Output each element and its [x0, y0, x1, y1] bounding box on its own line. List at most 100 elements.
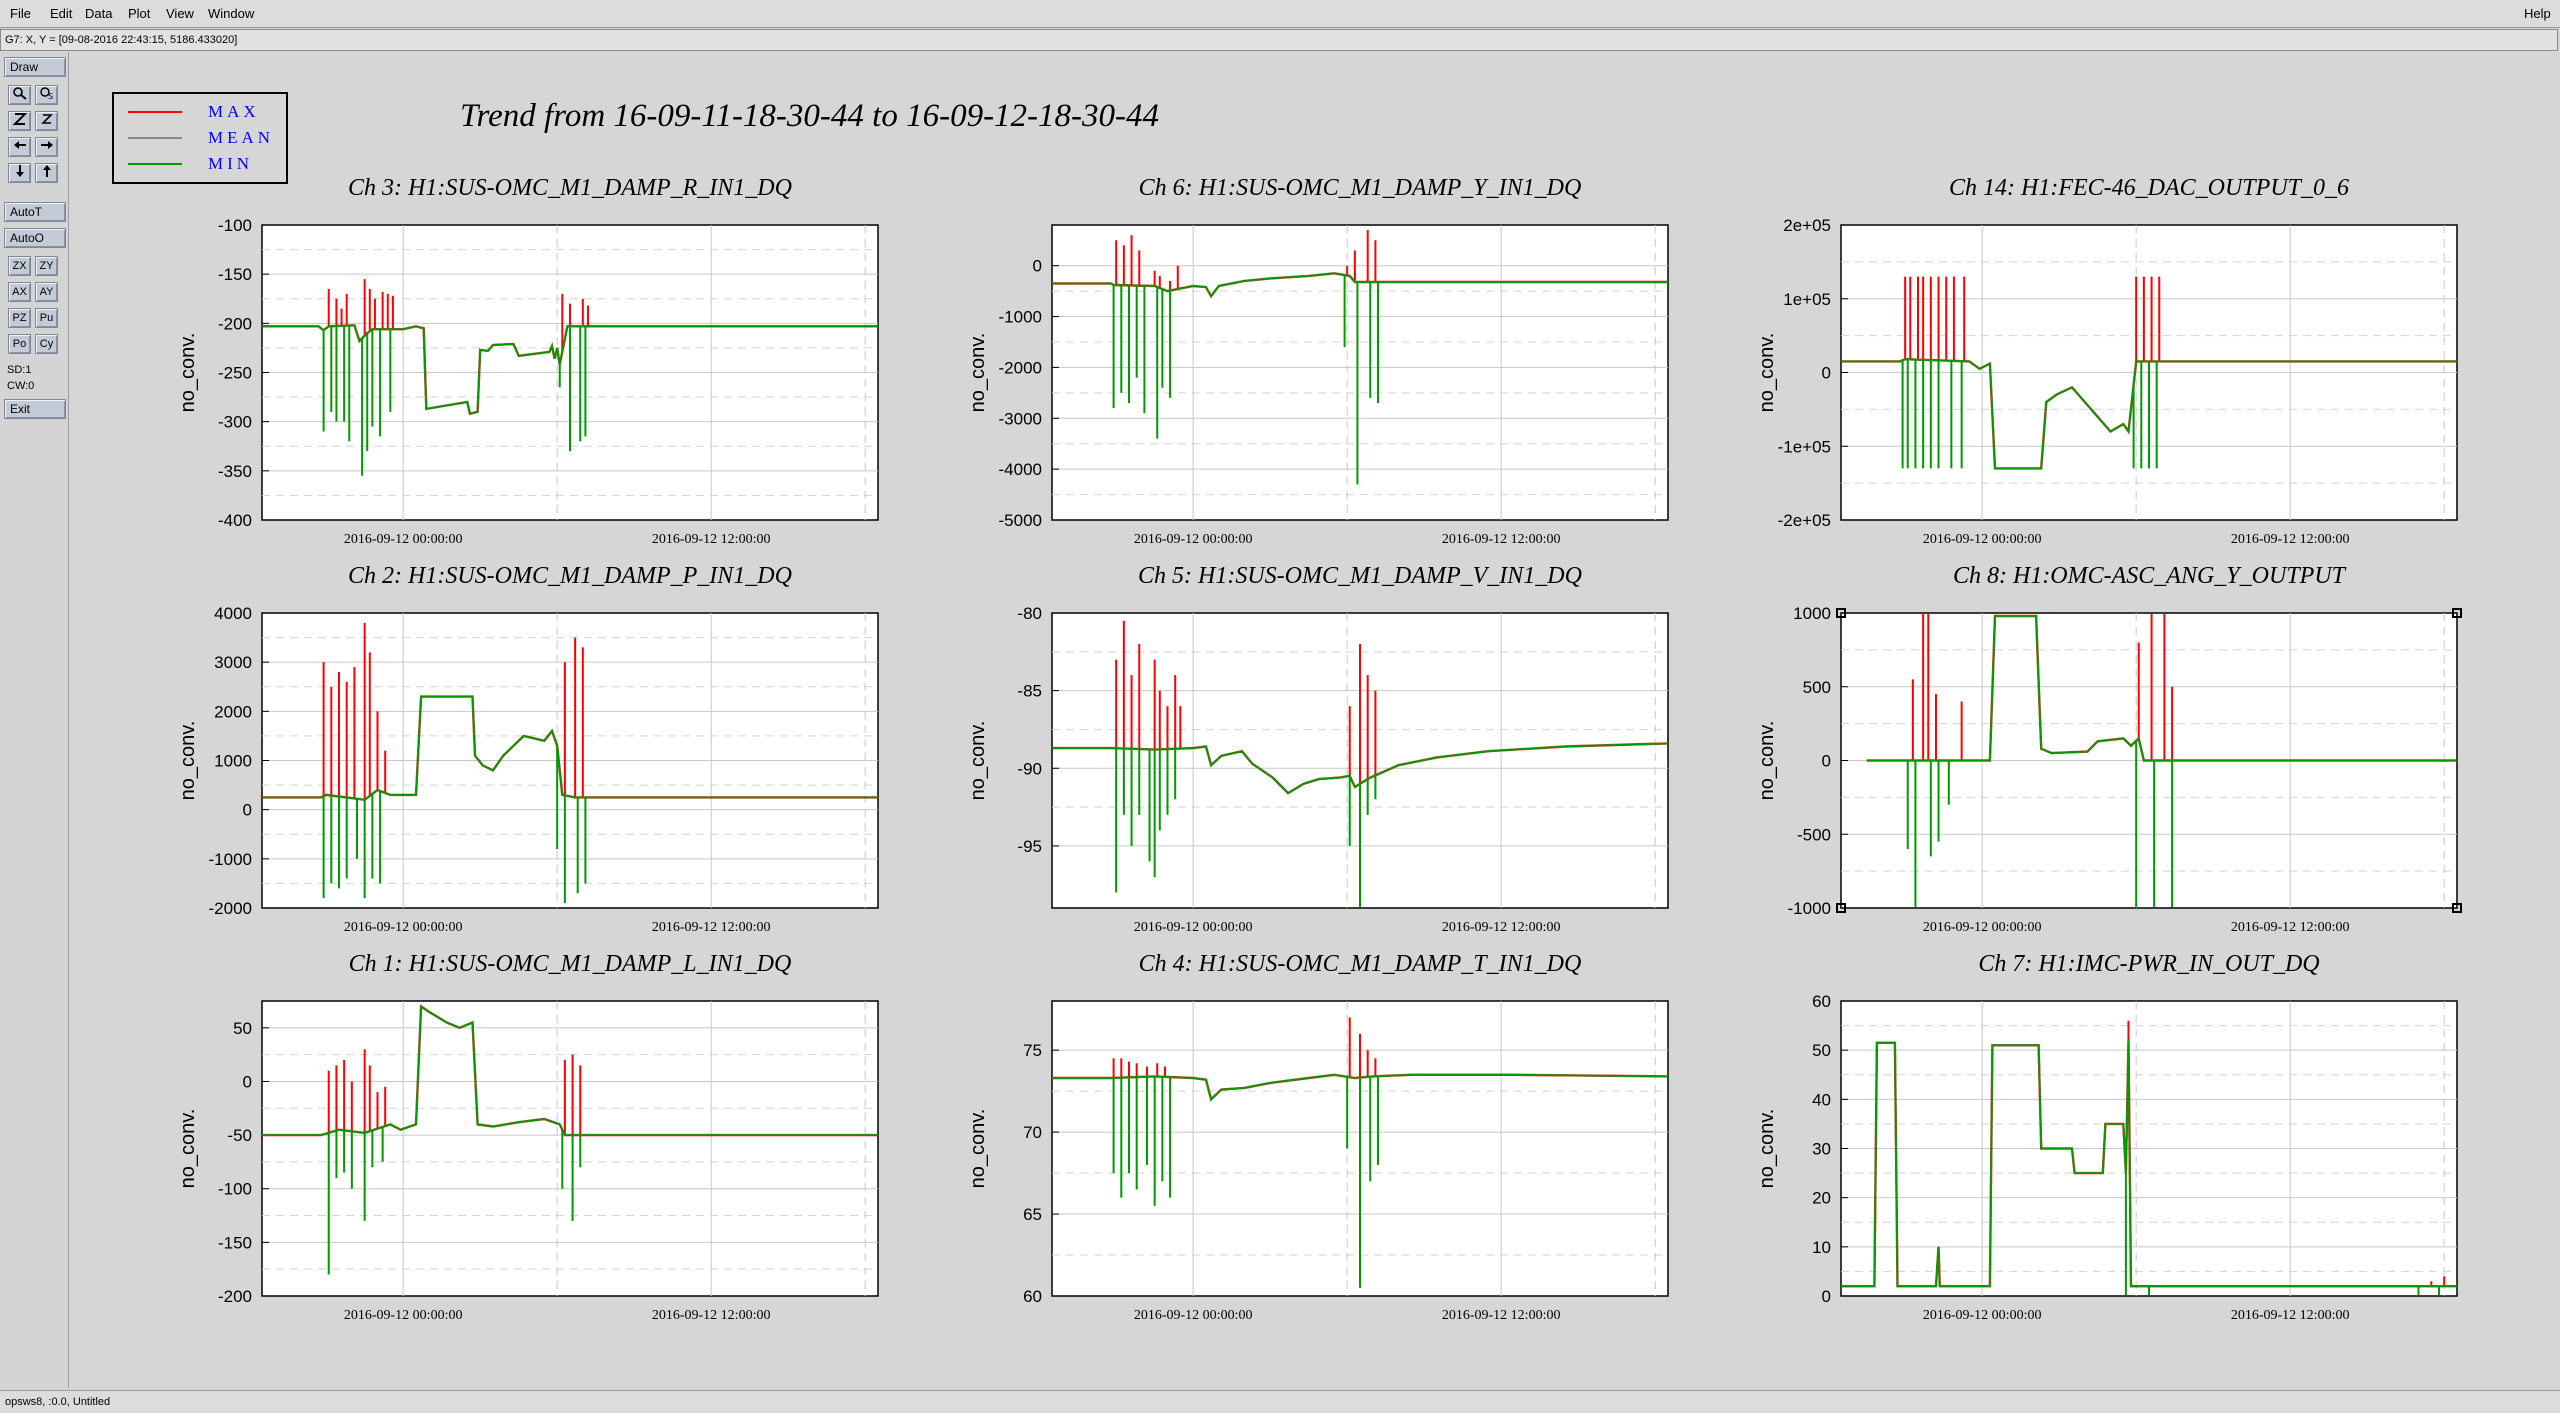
y-tick-label: -150	[218, 265, 252, 284]
menu-view[interactable]: View	[166, 6, 194, 21]
y-tick-label: 0	[1033, 257, 1042, 276]
po-button[interactable]: Po	[8, 334, 31, 354]
legend-entry-max: MAX	[114, 100, 290, 124]
y-axis-label: no_conv.	[177, 721, 199, 801]
x-tick-label: 2016-09-12 12:00:00	[1442, 532, 1561, 547]
y-tick-label: -350	[218, 462, 252, 481]
y-tick-label: -200	[218, 314, 252, 333]
y-tick-label: 1e+05	[1783, 290, 1831, 309]
y-tick-label: 60	[1023, 1287, 1042, 1306]
y-tick-label: -100	[218, 216, 252, 235]
y-tick-label: 70	[1023, 1123, 1042, 1142]
trend-plot-4[interactable]: 4000 3000 2000 1000 0 -1000 -2000 2016-09-12 00…	[177, 563, 879, 935]
min-trace	[1866, 615, 2457, 762]
x-tick-label: 2016-09-12 00:00:00	[1134, 1308, 1253, 1323]
legend-label-min: MIN	[208, 154, 254, 173]
menu-help[interactable]: Help	[2524, 6, 2551, 21]
y-tick-label: -100	[218, 1180, 252, 1199]
coordinate-readout: G7: X, Y = [09-08-2016 22:43:15, 5186.43…	[0, 29, 2558, 51]
trend-plot-7[interactable]: 50 0 -50 -100 -150 -200 2016-09-12 00:00:00 201…	[177, 951, 879, 1323]
x-tick-label: 2016-09-12 12:00:00	[652, 920, 771, 935]
plot-title: Ch 3: H1:SUS-OMC_M1_DAMP_R_IN1_DQ	[348, 175, 792, 201]
y-axis-label: no_conv.	[1756, 721, 1778, 801]
pu-button[interactable]: Pu	[35, 308, 58, 328]
y-axis-label: no_conv.	[967, 1109, 989, 1189]
y-tick-label: 2000	[214, 702, 252, 721]
x-tick-label: 2016-09-12 12:00:00	[2231, 1308, 2350, 1323]
y-tick-label: -5000	[999, 511, 1042, 530]
zoom-icon[interactable]	[8, 85, 31, 105]
draw-button[interactable]: Draw	[4, 57, 66, 77]
zoom-z-small-icon[interactable]	[35, 111, 58, 131]
y-tick-label: 30	[1812, 1140, 1831, 1159]
y-tick-label: 50	[233, 1019, 252, 1038]
selection-handle	[2452, 903, 2462, 913]
y-tick-label: -1000	[1788, 899, 1831, 918]
y-tick-label: 4000	[214, 604, 252, 623]
y-tick-label: 0	[1822, 1287, 1831, 1306]
y-tick-label: -1000	[999, 308, 1042, 327]
zx-button[interactable]: ZX	[8, 256, 31, 276]
arrow-up-icon[interactable]	[35, 163, 58, 183]
trend-plot-3[interactable]: 2e+05 1e+05 0 -1e+05 -2e+05 2016-09-12 00:00:…	[1756, 175, 2458, 547]
min-trace	[262, 695, 878, 801]
menu-bar: File Edit Data Plot View Window Help	[0, 0, 2560, 28]
menu-data[interactable]: Data	[85, 6, 113, 21]
min-trace	[1841, 1040, 2457, 1288]
arrow-down-icon[interactable]	[8, 163, 31, 183]
x-tick-label: 2016-09-12 12:00:00	[2231, 920, 2350, 935]
y-tick-label: 1000	[1793, 604, 1831, 623]
tool-panel: Draw S AutoT AutoO ZX ZY AX AY PZ Pu Po …	[0, 52, 69, 1388]
trend-plot-1[interactable]: -100 -150 -200 -250 -300 -350 -400 2016-09-12 0…	[177, 175, 879, 547]
selection-handle	[1836, 903, 1846, 913]
arrow-left-icon[interactable]	[8, 137, 31, 157]
menu-plot[interactable]: Plot	[128, 6, 151, 21]
y-tick-label: 60	[1812, 992, 1831, 1011]
y-tick-label: -500	[1797, 825, 1831, 844]
legend-label-max: MAX	[208, 102, 260, 121]
autoscale-icon[interactable]: S	[35, 85, 58, 105]
trend-plot-9[interactable]: 60 50 40 30 20 10 0 2016-09-12 00:00:00 2016-09-…	[1756, 951, 2458, 1323]
x-tick-label: 2016-09-12 00:00:00	[1923, 532, 2042, 547]
plot-title: Ch 4: H1:SUS-OMC_M1_DAMP_T_IN1_DQ	[1139, 951, 1582, 977]
y-tick-label: 20	[1812, 1189, 1831, 1208]
y-tick-label: -2000	[209, 899, 252, 918]
trend-plot-8[interactable]: 75 70 65 60 2016-09-12 00:00:00 2016-09-12 12…	[967, 951, 1669, 1323]
plot-title: Ch 1: H1:SUS-OMC_M1_DAMP_L_IN1_DQ	[349, 951, 792, 977]
pz-button[interactable]: PZ	[8, 308, 31, 328]
plot-frame	[261, 1000, 879, 1297]
y-axis-label: no_conv.	[177, 1109, 199, 1189]
exit-button[interactable]: Exit	[4, 399, 66, 419]
trend-plot-6[interactable]: 1000 500 0 -500 -1000 2016-09-12 00:00:00 2016…	[1756, 563, 2458, 935]
menu-edit[interactable]: Edit	[50, 6, 73, 21]
y-tick-label: 65	[1023, 1205, 1042, 1224]
y-tick-label: 40	[1812, 1090, 1831, 1109]
arrow-right-icon[interactable]	[35, 137, 58, 157]
min-trace	[1052, 742, 1669, 795]
trend-plot-5[interactable]: -80 -85 -90 -95 2016-09-12 00:00:00 2016-09-1…	[967, 563, 1669, 935]
y-tick-label: -3000	[999, 409, 1042, 428]
zoom-z-icon[interactable]	[8, 111, 31, 131]
plot-title: Ch 7: H1:IMC-PWR_IN_OUT_DQ	[1978, 951, 2319, 977]
cy-button[interactable]: Cy	[35, 334, 58, 354]
min-trace	[1052, 272, 1668, 298]
legend-swatch-mean	[128, 137, 182, 139]
x-tick-label: 2016-09-12 12:00:00	[1442, 1308, 1561, 1323]
min-trace	[262, 1004, 878, 1136]
zy-button[interactable]: ZY	[35, 256, 58, 276]
ax-button[interactable]: AX	[8, 282, 31, 302]
legend-swatch-min	[128, 163, 182, 165]
menu-file[interactable]: File	[10, 6, 31, 21]
y-axis-label: no_conv.	[1756, 1109, 1778, 1189]
x-tick-label: 2016-09-12 00:00:00	[344, 1308, 463, 1323]
auto-o-button[interactable]: AutoO	[4, 228, 66, 248]
y-tick-label: 10	[1812, 1238, 1831, 1257]
trend-plot-2[interactable]: 0 -1000 -2000 -3000 -4000 -5000 2016-09-12 00:…	[967, 175, 1669, 547]
ay-button[interactable]: AY	[35, 282, 58, 302]
auto-t-button[interactable]: AutoT	[4, 202, 66, 222]
y-tick-label: -1000	[209, 850, 252, 869]
menu-window[interactable]: Window	[208, 6, 255, 21]
y-tick-label: 0	[1822, 364, 1831, 383]
plot-title: Ch 2: H1:SUS-OMC_M1_DAMP_P_IN1_DQ	[348, 563, 792, 589]
